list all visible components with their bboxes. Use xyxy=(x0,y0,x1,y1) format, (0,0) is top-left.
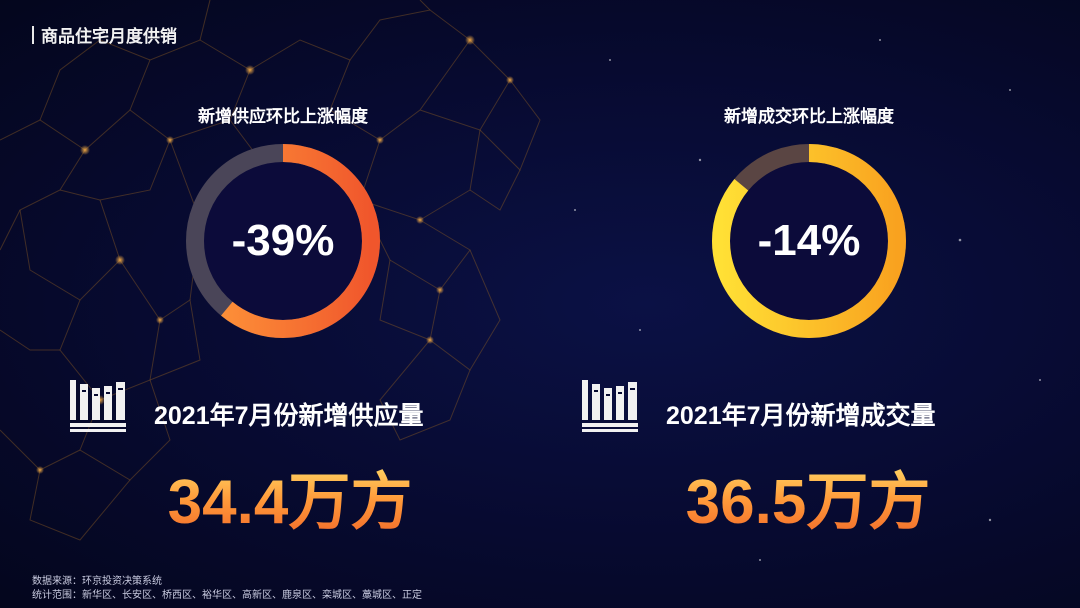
supply-stat-value: 34.4万方 xyxy=(167,468,413,537)
deal-donut-chart xyxy=(712,144,906,338)
footer-scope: 统计范围：新华区、长安区、桥西区、裕华区、高新区、鹿泉区、栾城区、藁城区、正定 xyxy=(32,590,422,601)
supply-donut-arc xyxy=(186,144,380,338)
supply-stat-label: 2021年7月份新增供应量 xyxy=(154,402,424,430)
deal-stat-value: 36.5万方 xyxy=(685,468,931,537)
supply-donut-chart xyxy=(186,144,380,338)
deal-donut-arc xyxy=(712,144,906,338)
deal-stat-value-wrap: 36.5万方 xyxy=(538,468,1078,538)
deal-panel: 新增成交环比上涨幅度 -14% 2021年7月份新增成交量 xyxy=(540,0,1080,608)
books-icon xyxy=(582,380,638,432)
footer-notes: 数据来源：环京投资决策系统 统计范围：新华区、长安区、桥西区、裕华区、高新区、鹿… xyxy=(32,575,422,603)
page-title-text: 商品住宅月度供销 xyxy=(41,27,177,46)
supply-ring-value: -39% xyxy=(231,216,335,265)
deal-ring-title: 新增成交环比上涨幅度 xyxy=(724,107,894,126)
books-icon xyxy=(70,380,126,432)
page-title: 商品住宅月度供销 xyxy=(32,22,177,47)
deal-stat-label: 2021年7月份新增成交量 xyxy=(666,402,936,430)
supply-panel: 新增供应环比上涨幅度 -39% 2021年7月份新增供应量 xyxy=(70,107,424,537)
deal-ring-value: -14% xyxy=(757,216,861,265)
supply-stat-value-wrap: 34.4万方 xyxy=(20,468,560,538)
footer-source: 数据来源：环京投资决策系统 xyxy=(32,576,162,587)
supply-ring-title: 新增供应环比上涨幅度 xyxy=(198,107,368,126)
title-accent-bar xyxy=(32,25,34,44)
